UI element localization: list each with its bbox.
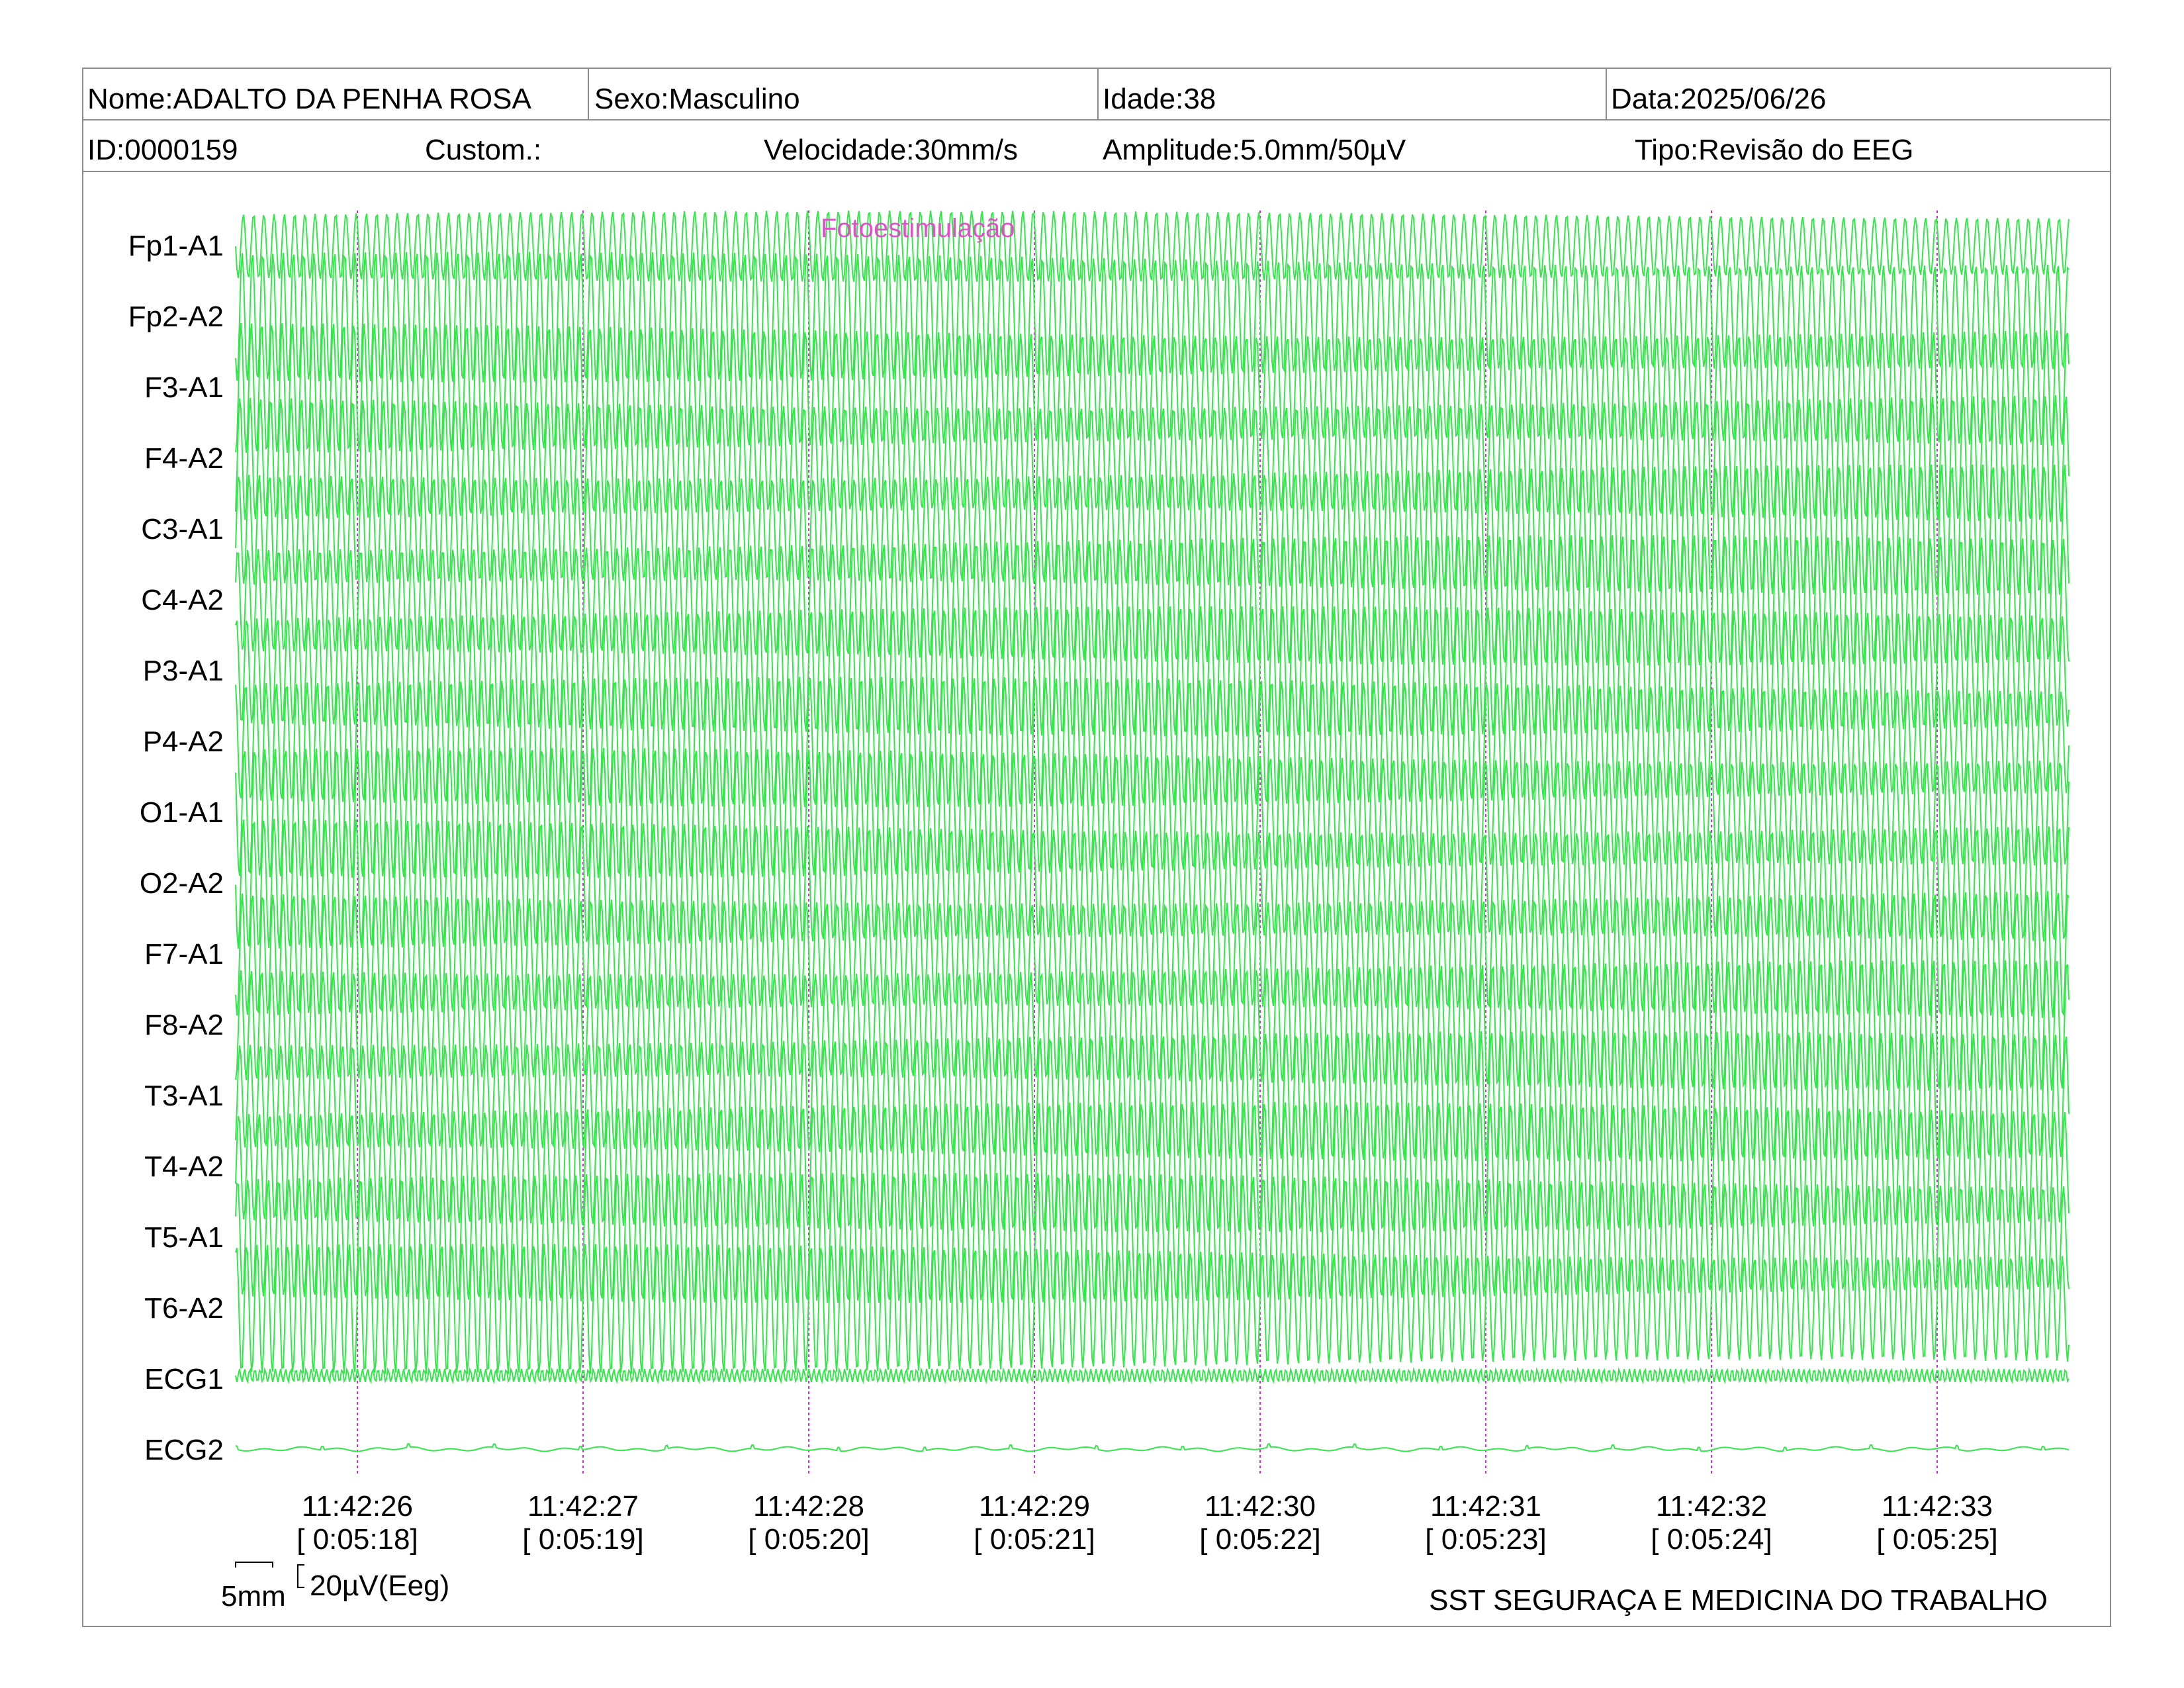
time-tick-elapsed: [ 0:05:18] bbox=[296, 1523, 418, 1556]
channel-trace bbox=[235, 747, 2070, 878]
time-tick-clock: 11:42:27 bbox=[527, 1490, 639, 1523]
channel-trace bbox=[235, 252, 2070, 383]
channel-trace bbox=[235, 211, 2070, 282]
time-tick-clock: 11:42:32 bbox=[1656, 1490, 1767, 1523]
channel-label: F7-A1 bbox=[144, 938, 224, 970]
time-tick-elapsed: [ 0:05:22] bbox=[1199, 1523, 1320, 1556]
time-tick-elapsed: [ 0:05:24] bbox=[1651, 1523, 1772, 1556]
time-tick-elapsed: [ 0:05:21] bbox=[974, 1523, 1095, 1556]
channel-trace bbox=[235, 1172, 2070, 1303]
time-axis: 11:42:26[ 0:05:18] 11:42:27[ 0:05:19] 11:4… bbox=[296, 1490, 1997, 1556]
patient-age: Idade:38 bbox=[1103, 83, 1216, 115]
channel-trace bbox=[235, 322, 2070, 453]
time-tick-clock: 11:42:29 bbox=[979, 1490, 1090, 1523]
channel-label: P4-A2 bbox=[143, 726, 224, 758]
time-tick-clock: 11:42:31 bbox=[1430, 1490, 1541, 1523]
channel-trace bbox=[235, 677, 2070, 808]
calibration-horizontal: 5mm bbox=[221, 1580, 286, 1613]
report-frame bbox=[82, 68, 2111, 1627]
channel-label: T4-A2 bbox=[144, 1150, 224, 1183]
channel-trace bbox=[235, 1102, 2070, 1233]
channel-labels: Fp1-A1 Fp2-A2 F3-A1 F4-A2 C3-A1 C4-A2 P3-A1 P4-… bbox=[128, 230, 224, 1466]
channel-trace bbox=[235, 535, 2070, 666]
time-tick-elapsed: [ 0:05:25] bbox=[1876, 1523, 1997, 1556]
channel-label: ECG2 bbox=[144, 1434, 224, 1466]
time-tick-clock: 11:42:30 bbox=[1205, 1490, 1316, 1523]
channel-trace bbox=[235, 891, 2070, 1018]
record-date: Data:2025/06/26 bbox=[1611, 83, 1827, 115]
channel-label: F4-A2 bbox=[144, 442, 224, 475]
company-name: SST SEGURAÇA E MEDICINA DO TRABALHO bbox=[1429, 1584, 2048, 1617]
photic-stimulation-annotation: Fotoestimulação bbox=[821, 214, 1015, 243]
channel-label: F8-A2 bbox=[144, 1009, 224, 1041]
channel-label: O1-A1 bbox=[140, 796, 224, 829]
custom-field: Custom.: bbox=[425, 134, 542, 166]
header-cell-divider bbox=[1606, 68, 1607, 120]
channel-trace bbox=[235, 960, 2070, 1091]
calibration-scale: 5mm 20µV(Eeg) bbox=[221, 1562, 449, 1613]
patient-id: ID:0000159 bbox=[87, 134, 238, 166]
time-tick-clock: 11:42:28 bbox=[753, 1490, 864, 1523]
channel-label: T6-A2 bbox=[144, 1292, 224, 1325]
channel-label: O2-A2 bbox=[140, 867, 224, 900]
channel-label: F3-A1 bbox=[144, 371, 224, 404]
channel-label: P3-A1 bbox=[143, 655, 224, 687]
header-cell-divider bbox=[1097, 68, 1099, 120]
channel-trace bbox=[235, 606, 2070, 737]
channel-trace bbox=[235, 1031, 2070, 1162]
channel-label: C3-A1 bbox=[141, 513, 224, 545]
time-tick-elapsed: [ 0:05:19] bbox=[522, 1523, 643, 1556]
time-tick-clock: 11:42:33 bbox=[1882, 1490, 1993, 1523]
channel-label: ECG1 bbox=[144, 1363, 224, 1395]
channel-trace bbox=[235, 819, 2070, 949]
patient-name: Nome:ADALTO DA PENHA ROSA bbox=[87, 83, 531, 115]
channel-label: T3-A1 bbox=[144, 1080, 224, 1112]
channel-label: T5-A1 bbox=[144, 1221, 224, 1254]
patient-sex: Sexo:Masculino bbox=[594, 83, 800, 115]
channel-trace bbox=[235, 1243, 2070, 1374]
amplitude-setting: Amplitude:5.0mm/50µV bbox=[1103, 134, 1406, 166]
calibration-vertical: 20µV(Eeg) bbox=[310, 1570, 449, 1602]
time-tick-elapsed: [ 0:05:23] bbox=[1425, 1523, 1546, 1556]
record-type: Tipo:Revisão do EEG bbox=[1635, 134, 1914, 166]
paper-speed: Velocidade:30mm/s bbox=[764, 134, 1018, 166]
time-tick-elapsed: [ 0:05:20] bbox=[748, 1523, 869, 1556]
time-tick-clock: 11:42:26 bbox=[302, 1490, 413, 1523]
channel-trace bbox=[235, 1367, 2070, 1384]
header-cell-divider bbox=[588, 68, 589, 120]
header-bottom-divider bbox=[82, 171, 2111, 172]
channel-label: Fp2-A2 bbox=[128, 301, 224, 333]
channel-trace bbox=[235, 464, 2070, 595]
channel-label: Fp1-A1 bbox=[128, 230, 224, 262]
channel-trace bbox=[235, 1442, 2070, 1452]
eeg-traces bbox=[235, 211, 2070, 1452]
channel-label: C4-A2 bbox=[141, 584, 224, 616]
channel-trace bbox=[235, 395, 2070, 522]
header-row-divider bbox=[82, 119, 2111, 120]
